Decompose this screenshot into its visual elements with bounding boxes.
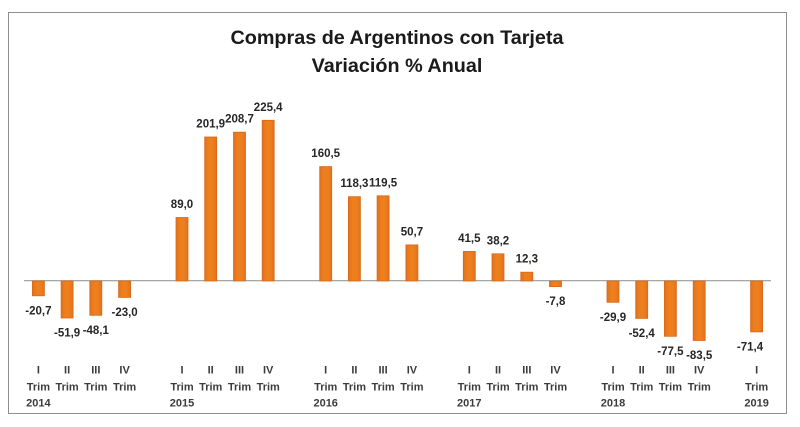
svg-text:-20,7: -20,7 — [25, 305, 51, 317]
svg-text:38,2: 38,2 — [487, 235, 509, 247]
svg-text:-77,5: -77,5 — [657, 346, 684, 358]
svg-text:IV: IV — [407, 365, 418, 377]
svg-text:II: II — [64, 365, 70, 377]
svg-text:Trim: Trim — [544, 382, 567, 394]
svg-text:Trim: Trim — [659, 382, 682, 394]
svg-text:208,7: 208,7 — [225, 114, 254, 126]
svg-text:I: I — [324, 365, 327, 377]
svg-text:III: III — [235, 365, 244, 377]
svg-text:Trim: Trim — [228, 382, 251, 394]
svg-text:-51,9: -51,9 — [54, 328, 80, 340]
svg-text:-7,8: -7,8 — [546, 296, 566, 308]
svg-text:Trim: Trim — [343, 382, 366, 394]
svg-text:I: I — [180, 365, 183, 377]
svg-text:Trim: Trim — [688, 382, 711, 394]
svg-text:119,5: 119,5 — [369, 177, 398, 189]
svg-text:II: II — [639, 365, 645, 377]
svg-text:Trim: Trim — [27, 382, 50, 394]
svg-text:12,3: 12,3 — [516, 254, 538, 266]
svg-text:I: I — [468, 365, 471, 377]
svg-text:Trim: Trim — [371, 382, 394, 394]
svg-text:Trim: Trim — [257, 382, 280, 394]
svg-text:I: I — [755, 365, 758, 377]
svg-text:IV: IV — [119, 365, 130, 377]
svg-text:Variación % Anual: Variación % Anual — [312, 55, 483, 77]
svg-text:201,9: 201,9 — [196, 119, 225, 131]
svg-text:2019: 2019 — [744, 398, 768, 410]
svg-text:II: II — [495, 365, 501, 377]
svg-text:IV: IV — [263, 365, 274, 377]
svg-text:Trim: Trim — [400, 382, 423, 394]
svg-text:2015: 2015 — [170, 398, 194, 410]
svg-text:Trim: Trim — [314, 382, 337, 394]
svg-text:-23,0: -23,0 — [111, 307, 137, 319]
svg-text:Trim: Trim — [745, 382, 768, 394]
svg-text:I: I — [611, 365, 614, 377]
svg-text:III: III — [379, 365, 388, 377]
svg-text:Trim: Trim — [199, 382, 222, 394]
svg-text:-71,4: -71,4 — [737, 342, 764, 354]
svg-text:89,0: 89,0 — [171, 199, 193, 211]
svg-text:-48,1: -48,1 — [83, 325, 110, 337]
svg-text:2017: 2017 — [457, 398, 481, 410]
svg-text:Trim: Trim — [630, 382, 653, 394]
svg-text:Compras de Argentinos con Tarj: Compras de Argentinos con Tarjeta — [230, 27, 564, 49]
svg-text:41,5: 41,5 — [458, 233, 481, 245]
svg-text:IV: IV — [550, 365, 561, 377]
svg-text:Trim: Trim — [170, 382, 193, 394]
svg-text:50,7: 50,7 — [401, 226, 423, 238]
svg-text:II: II — [208, 365, 214, 377]
svg-text:Trim: Trim — [84, 382, 107, 394]
svg-text:IV: IV — [694, 365, 705, 377]
svg-text:Trim: Trim — [601, 382, 624, 394]
svg-text:III: III — [666, 365, 675, 377]
svg-text:Trim: Trim — [515, 382, 538, 394]
svg-text:III: III — [91, 365, 100, 377]
svg-text:-29,9: -29,9 — [600, 312, 626, 324]
svg-text:II: II — [351, 365, 357, 377]
svg-text:Trim: Trim — [113, 382, 136, 394]
svg-text:I: I — [37, 365, 40, 377]
svg-text:III: III — [522, 365, 531, 377]
svg-text:225,4: 225,4 — [254, 102, 283, 114]
svg-text:Trim: Trim — [486, 382, 509, 394]
svg-text:2014: 2014 — [26, 398, 51, 410]
svg-text:Trim: Trim — [458, 382, 481, 394]
svg-text:2018: 2018 — [601, 398, 625, 410]
svg-text:-83,5: -83,5 — [686, 350, 713, 362]
svg-text:Trim: Trim — [55, 382, 78, 394]
svg-text:118,3: 118,3 — [340, 178, 368, 190]
svg-text:-52,4: -52,4 — [629, 328, 656, 340]
svg-text:2016: 2016 — [313, 398, 337, 410]
svg-text:160,5: 160,5 — [311, 148, 340, 160]
